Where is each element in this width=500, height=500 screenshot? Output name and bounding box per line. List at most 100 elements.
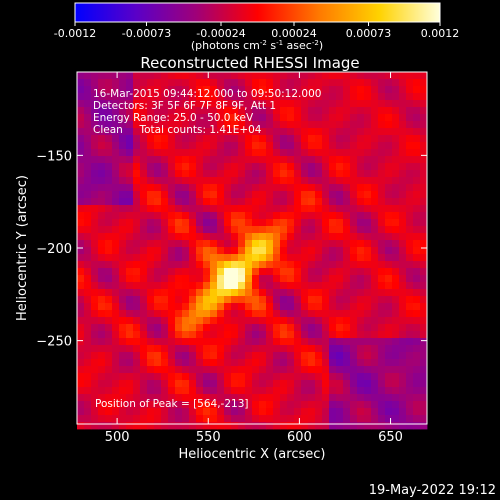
heatmap-cell <box>112 219 120 227</box>
heatmap-cell <box>112 79 120 87</box>
heatmap-cell <box>322 408 330 416</box>
heatmap-cell <box>203 247 211 255</box>
heatmap-cell <box>350 79 358 87</box>
heatmap-cell <box>280 324 288 332</box>
heatmap-cell <box>175 114 183 122</box>
heatmap-cell <box>77 268 85 276</box>
x-tick-label: 550 <box>196 430 221 445</box>
heatmap-cell <box>140 184 148 192</box>
heatmap-cell <box>154 163 162 171</box>
heatmap-cell <box>189 107 197 115</box>
heatmap-cell <box>420 359 428 367</box>
heatmap-cell <box>308 219 316 227</box>
heatmap-cell <box>315 170 323 178</box>
heatmap-cell <box>210 303 218 311</box>
heatmap-cell <box>301 359 309 367</box>
heatmap-cell <box>245 100 253 108</box>
heatmap-cell <box>266 366 274 374</box>
heatmap-cell <box>420 296 428 304</box>
heatmap-cell <box>105 219 113 227</box>
heatmap-cell <box>119 352 127 360</box>
heatmap-cell <box>259 331 267 339</box>
heatmap-cell <box>189 261 197 269</box>
heatmap-cell <box>252 338 260 346</box>
heatmap-cell <box>77 212 85 220</box>
heatmap-cell <box>175 79 183 87</box>
heatmap-cell <box>245 352 253 360</box>
heatmap-cell <box>378 275 386 283</box>
heatmap-cell <box>98 296 106 304</box>
heatmap-cell <box>287 408 295 416</box>
colorbar-ticks: -0.0012 -0.00073 -0.00024 0.00024 0.00073 0.0… <box>54 22 459 40</box>
heatmap-cell <box>189 177 197 185</box>
heatmap-cell <box>231 170 239 178</box>
heatmap-cell <box>350 359 358 367</box>
heatmap-cell <box>315 184 323 192</box>
heatmap-cell <box>371 282 379 290</box>
heatmap-cell <box>350 408 358 416</box>
heatmap-cell <box>399 247 407 255</box>
heatmap-cell <box>147 296 155 304</box>
heatmap-cell <box>189 205 197 213</box>
heatmap-cell <box>420 142 428 150</box>
heatmap-cell <box>182 261 190 269</box>
heatmap-cell <box>196 142 204 150</box>
heatmap-cell <box>322 359 330 367</box>
heatmap-cell <box>252 387 260 395</box>
heatmap-cell <box>217 345 225 353</box>
heatmap-cell <box>91 261 99 269</box>
heatmap-cell <box>399 408 407 416</box>
heatmap-cell <box>399 352 407 360</box>
heatmap-cell <box>140 135 148 143</box>
heatmap-cell <box>322 254 330 262</box>
heatmap-cell <box>371 191 379 199</box>
heatmap-cell <box>182 128 190 136</box>
heatmap-cell <box>294 142 302 150</box>
heatmap-cell <box>238 86 246 94</box>
heatmap-cell <box>350 191 358 199</box>
heatmap-cell <box>357 79 365 87</box>
heatmap-cell <box>266 331 274 339</box>
heatmap-cell <box>413 303 421 311</box>
heatmap-cell <box>119 72 127 80</box>
heatmap-cell <box>266 408 274 416</box>
heatmap-cell <box>119 177 127 185</box>
heatmap-cell <box>238 345 246 353</box>
heatmap-cell <box>350 296 358 304</box>
heatmap-cell <box>315 128 323 136</box>
heatmap-cell <box>245 345 253 353</box>
heatmap-cell <box>175 226 183 234</box>
heatmap-cell <box>371 289 379 297</box>
y-tick-label: −150 <box>36 149 72 164</box>
heatmap-cell <box>91 212 99 220</box>
colorbar-tick-label: -0.00024 <box>196 27 245 40</box>
heatmap-cell <box>364 303 372 311</box>
heatmap-cell <box>294 373 302 381</box>
heatmap-cell <box>84 219 92 227</box>
heatmap-cell <box>154 268 162 276</box>
heatmap-cell <box>161 177 169 185</box>
heatmap-cell <box>343 191 351 199</box>
heatmap-cell <box>91 296 99 304</box>
heatmap-cell <box>238 401 246 409</box>
heatmap-cell <box>238 261 246 269</box>
heatmap-cell <box>217 184 225 192</box>
heatmap-cell <box>182 184 190 192</box>
heatmap-cell <box>322 296 330 304</box>
heatmap-cell <box>378 380 386 388</box>
heatmap-cell <box>210 233 218 241</box>
heatmap-cell <box>336 359 344 367</box>
heatmap-cell <box>315 338 323 346</box>
heatmap-cell <box>77 415 85 423</box>
heatmap-cell <box>385 177 393 185</box>
heatmap-cell <box>126 79 134 87</box>
heatmap-cell <box>126 86 134 94</box>
heatmap-cell <box>371 296 379 304</box>
heatmap-cell <box>224 212 232 220</box>
heatmap-cell <box>336 156 344 164</box>
heatmap-cell <box>413 184 421 192</box>
heatmap-cell <box>175 345 183 353</box>
heatmap-cell <box>161 296 169 304</box>
heatmap-cell <box>140 317 148 325</box>
heatmap-cell <box>385 163 393 171</box>
